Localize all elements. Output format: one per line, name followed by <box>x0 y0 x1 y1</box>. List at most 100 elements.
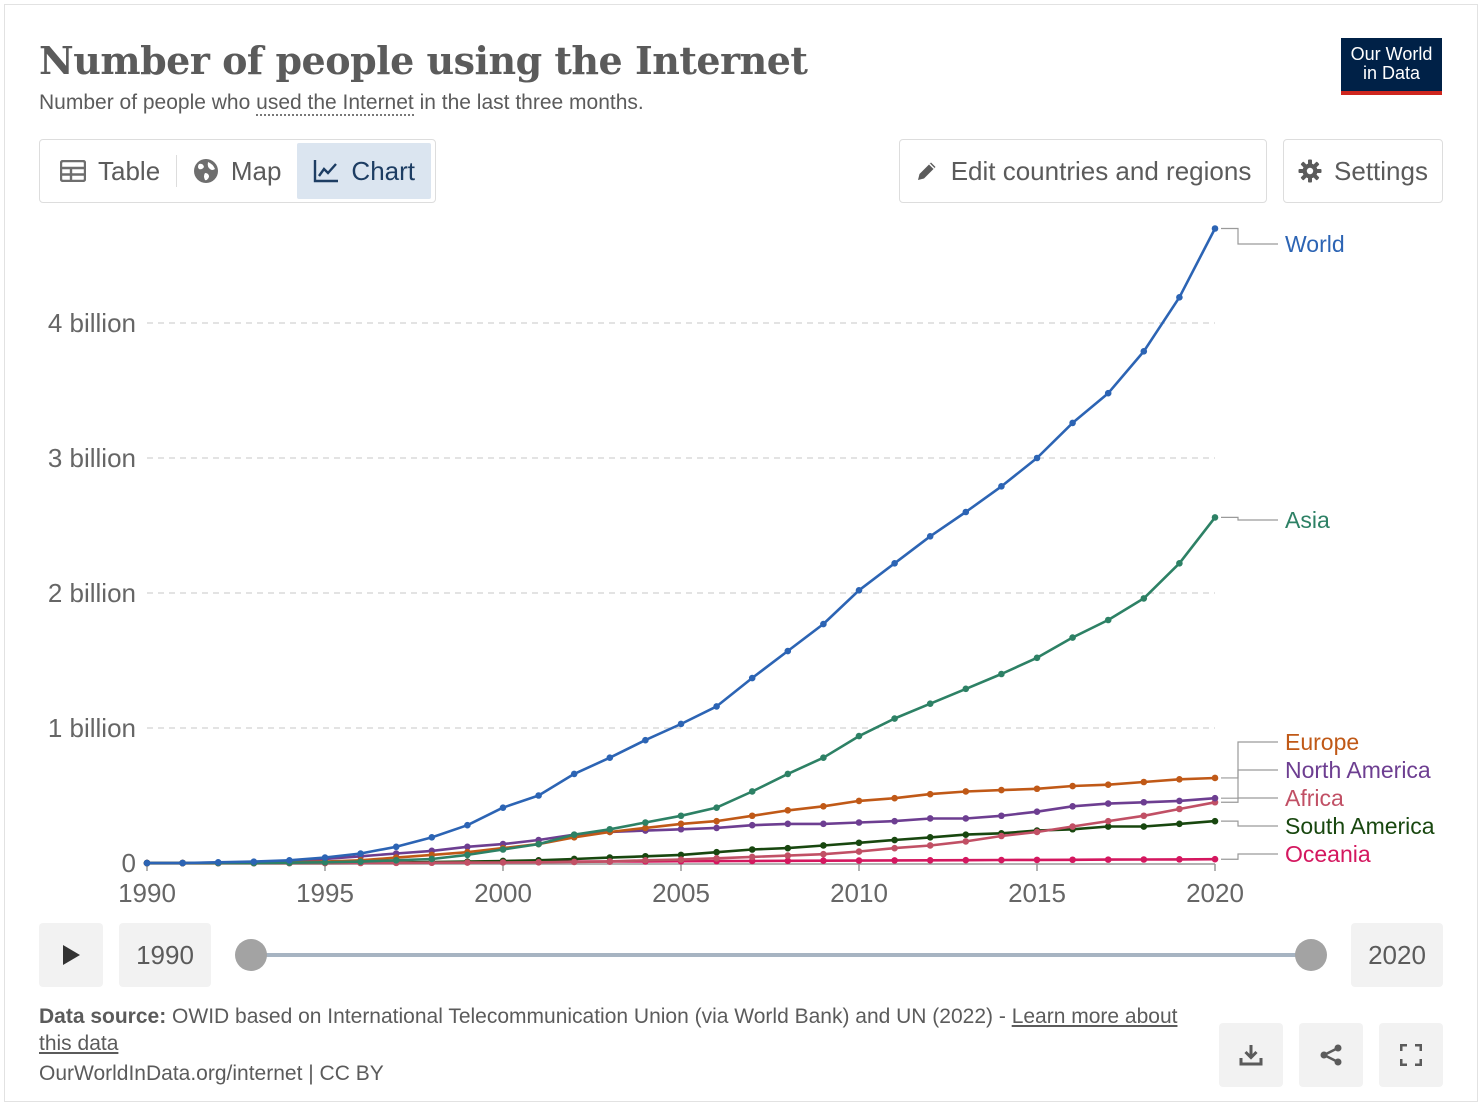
data-point <box>891 715 898 722</box>
data-point <box>535 840 542 848</box>
data-point <box>1069 419 1076 427</box>
data-point <box>1033 828 1041 836</box>
data-point <box>1211 225 1219 232</box>
pencil-icon <box>917 162 936 180</box>
data-point <box>357 850 364 857</box>
data-source: Data source: OWID based on International… <box>39 1003 1199 1057</box>
label-connector <box>1221 227 1278 245</box>
data-point <box>855 857 863 864</box>
series-line-asia <box>147 516 1217 865</box>
data-point <box>321 854 329 861</box>
download-icon <box>1239 1045 1263 1066</box>
data-point <box>1176 294 1183 301</box>
settings-button[interactable]: Settings <box>1283 139 1443 203</box>
table-icon <box>60 160 86 182</box>
timeline-start-year[interactable]: 1990 <box>119 923 211 987</box>
data-point <box>677 820 685 828</box>
data-point <box>820 754 827 761</box>
data-point <box>962 508 970 516</box>
logo-line-1: Our World <box>1350 44 1433 64</box>
y-tick-label: 3 billion <box>48 443 136 473</box>
data-point <box>677 825 685 833</box>
tab-table[interactable]: Table <box>44 143 176 199</box>
data-point <box>962 838 970 845</box>
data-point <box>677 720 685 728</box>
data-point <box>998 786 1005 794</box>
data-point <box>926 790 934 798</box>
data-point <box>891 844 898 852</box>
data-point <box>1211 774 1219 782</box>
data-point <box>1069 803 1076 810</box>
data-point <box>535 792 542 799</box>
data-point <box>926 842 934 849</box>
page-title: Number of people using the Internet <box>39 38 808 83</box>
learn-more-link[interactable]: Learn more about this data <box>39 1005 1178 1055</box>
data-point <box>642 736 649 744</box>
subtitle-definition-link[interactable]: used the Internet <box>256 91 414 116</box>
data-point <box>998 483 1005 490</box>
data-point <box>606 754 614 761</box>
legend-label-south-america: South America <box>1285 813 1435 839</box>
data-point <box>1104 856 1112 863</box>
data-point <box>820 842 827 849</box>
data-point <box>1104 616 1112 624</box>
source-text: OWID based on International Telecommunic… <box>166 1005 1012 1028</box>
data-point <box>535 859 542 866</box>
play-button[interactable] <box>39 923 103 987</box>
data-point <box>855 732 863 740</box>
timeline-start-handle[interactable] <box>235 939 267 971</box>
data-point <box>499 846 507 853</box>
data-point <box>784 857 792 865</box>
data-point <box>962 685 970 693</box>
timeline-end-year[interactable]: 2020 <box>1351 923 1443 987</box>
data-point <box>1140 348 1148 355</box>
data-point <box>855 797 863 805</box>
data-point <box>428 834 436 841</box>
chart-frame <box>4 4 1478 1102</box>
data-point <box>1033 808 1041 815</box>
data-point <box>677 812 685 820</box>
timeline-end-handle[interactable] <box>1295 939 1327 971</box>
data-point <box>1069 856 1076 864</box>
data-point <box>143 859 151 867</box>
data-point <box>392 857 400 864</box>
y-tick-label: 1 billion <box>48 713 136 743</box>
share-button[interactable] <box>1299 1023 1363 1087</box>
data-point <box>1104 823 1112 830</box>
data-point <box>926 700 934 707</box>
data-point <box>1069 823 1076 830</box>
tab-chart[interactable]: Chart <box>297 143 431 199</box>
data-point <box>1211 817 1219 825</box>
owid-logo[interactable]: Our World in Data <box>1341 38 1442 95</box>
data-point <box>998 856 1005 864</box>
data-point <box>1176 797 1183 805</box>
y-tick-label: 0 <box>122 848 136 878</box>
fullscreen-button[interactable] <box>1379 1023 1443 1087</box>
data-point <box>713 854 720 862</box>
data-point <box>1104 817 1112 825</box>
data-point <box>428 855 436 863</box>
legend-label-asia: Asia <box>1285 507 1330 533</box>
data-point <box>820 803 827 810</box>
data-point <box>713 804 720 811</box>
data-point <box>784 647 792 655</box>
view-tabs: Table Map Chart <box>39 139 436 203</box>
data-point <box>1140 856 1148 863</box>
data-point <box>499 804 507 811</box>
data-point <box>570 858 578 866</box>
download-button[interactable] <box>1219 1023 1283 1087</box>
tab-map[interactable]: Map <box>177 143 298 199</box>
data-point <box>891 817 898 825</box>
edit-countries-button[interactable]: Edit countries and regions <box>899 139 1267 203</box>
x-tick-label: 2000 <box>474 878 532 908</box>
data-point <box>1140 595 1148 602</box>
data-point <box>855 819 863 826</box>
data-point <box>784 844 792 852</box>
timeline-track[interactable] <box>251 953 1311 957</box>
source-url[interactable]: OurWorldInData.org/internet | CC BY <box>39 1062 384 1085</box>
data-point <box>926 533 934 540</box>
data-point <box>214 859 222 866</box>
legend-label-north-america: North America <box>1285 757 1431 783</box>
data-point <box>1176 776 1183 783</box>
data-point <box>1140 823 1148 830</box>
